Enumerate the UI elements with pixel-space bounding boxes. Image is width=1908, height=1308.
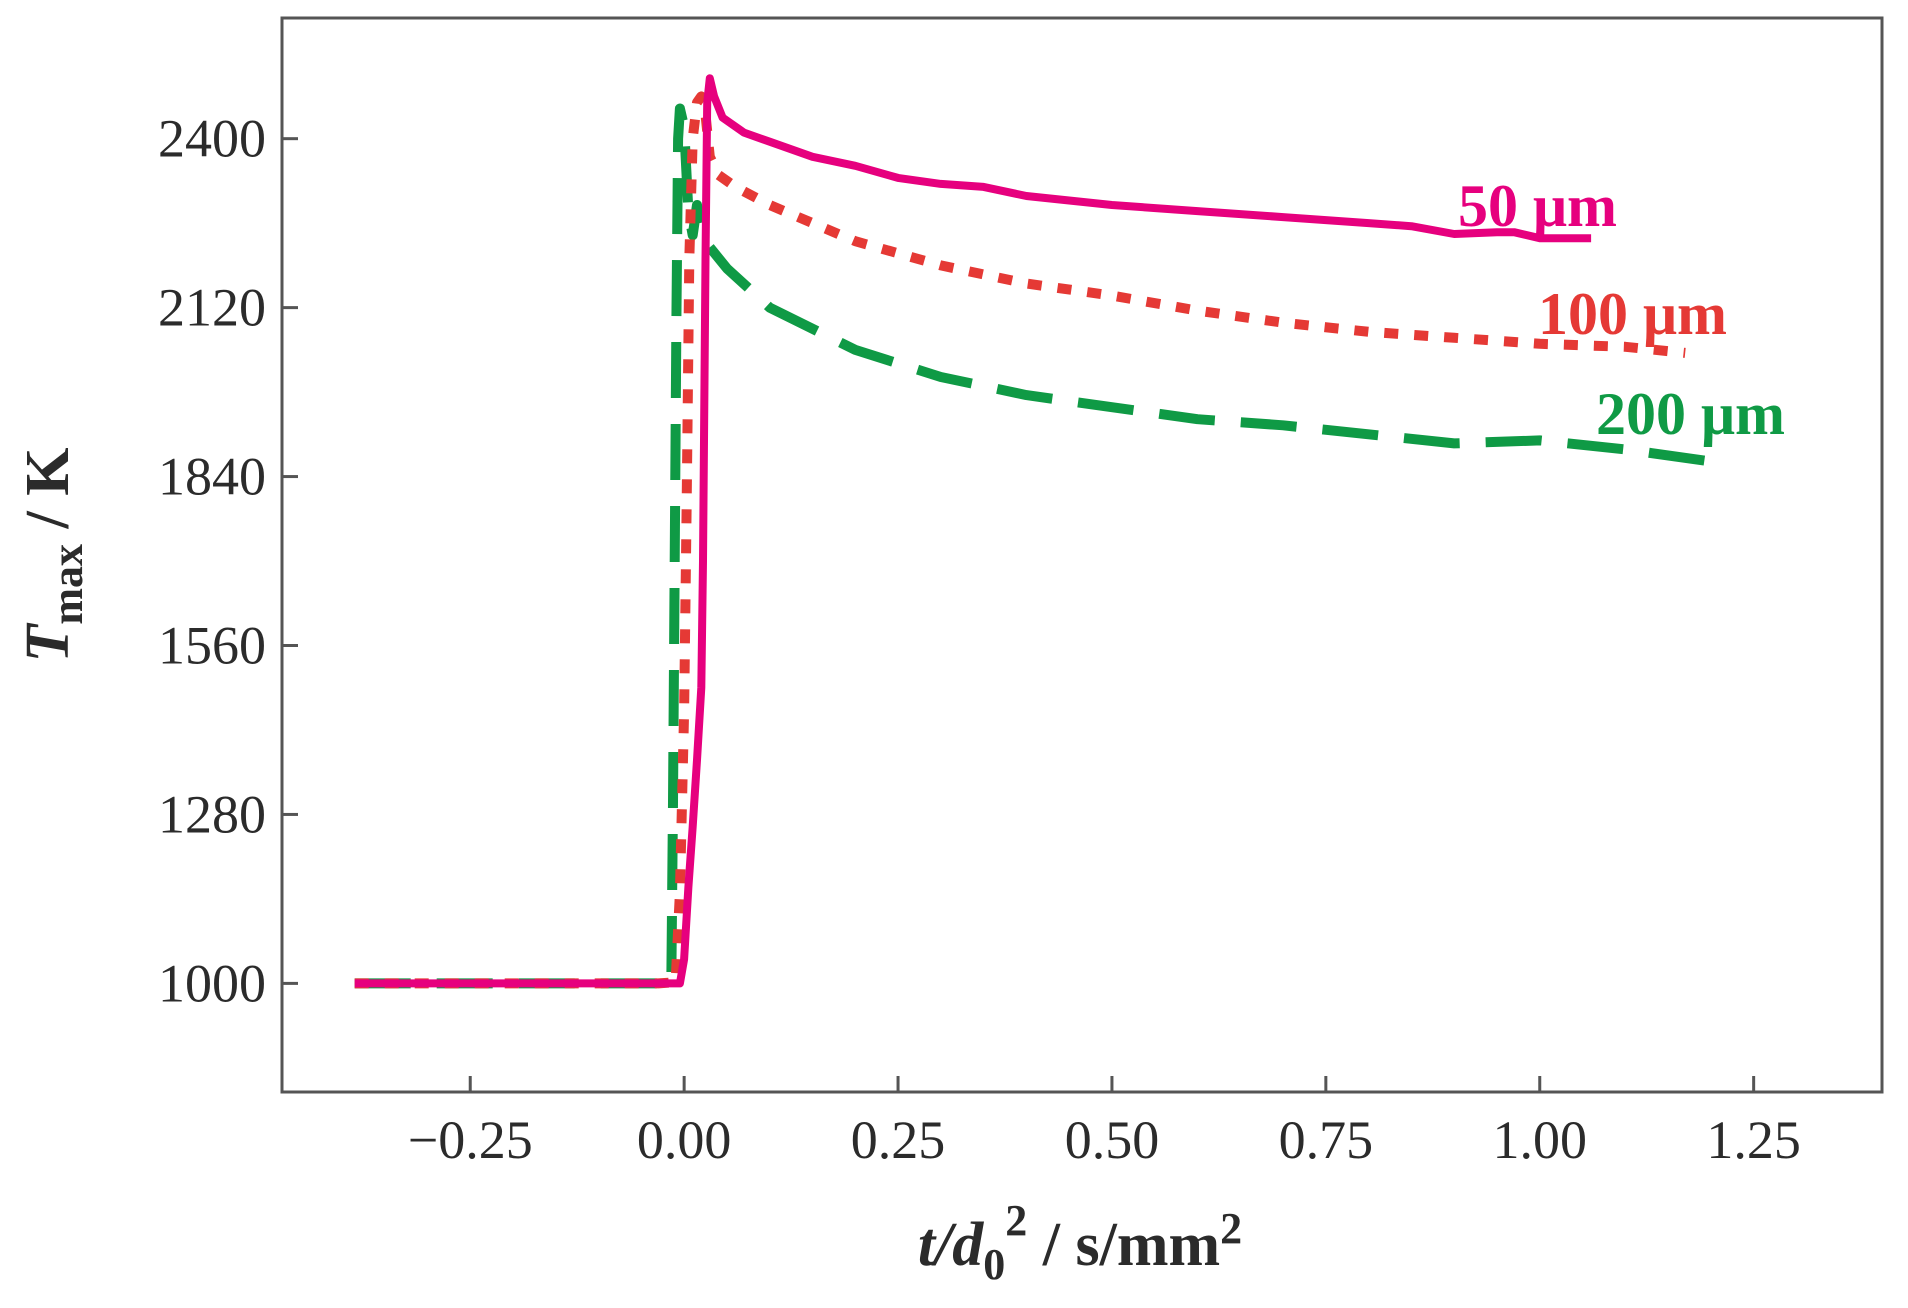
series-line-100um: [354, 91, 1686, 989]
plot-frame: [280, 16, 1884, 1094]
x-tick-label: 0.00: [637, 1110, 732, 1170]
series-line-200um: [354, 103, 1712, 989]
y-axis: 1000 1280 1560 1840 2120 2400: [158, 109, 298, 1013]
x-tick-label: 1.00: [1493, 1110, 1588, 1170]
y-tick-label: 1000: [158, 953, 266, 1013]
series-line-50um: [354, 74, 1592, 988]
x-axis-title: t/d02 / s/mm2: [918, 1196, 1242, 1289]
y-tick-label: 1280: [158, 784, 266, 844]
x-tick-label: 1.25: [1706, 1110, 1801, 1170]
x-tick-label: 0.25: [851, 1110, 946, 1170]
x-tick-label: 0.50: [1065, 1110, 1160, 1170]
x-tick-label: 0.75: [1279, 1110, 1374, 1170]
x-axis: −0.25 0.00 0.25 0.50 0.75 1.00 1.25: [408, 1076, 1801, 1170]
series-label-100um: 100 μm: [1538, 281, 1727, 347]
y-tick-label: 2400: [158, 109, 266, 169]
series-label-50um: 50 μm: [1458, 173, 1617, 239]
series-label-200um: 200 μm: [1596, 381, 1785, 447]
y-tick-label: 2120: [158, 278, 266, 338]
y-axis-title: Tmax / K: [14, 448, 92, 663]
y-tick-label: 1560: [158, 616, 266, 676]
series-lines: [354, 74, 1712, 989]
x-tick-label: −0.25: [408, 1110, 533, 1170]
y-tick-label: 1840: [158, 447, 266, 507]
